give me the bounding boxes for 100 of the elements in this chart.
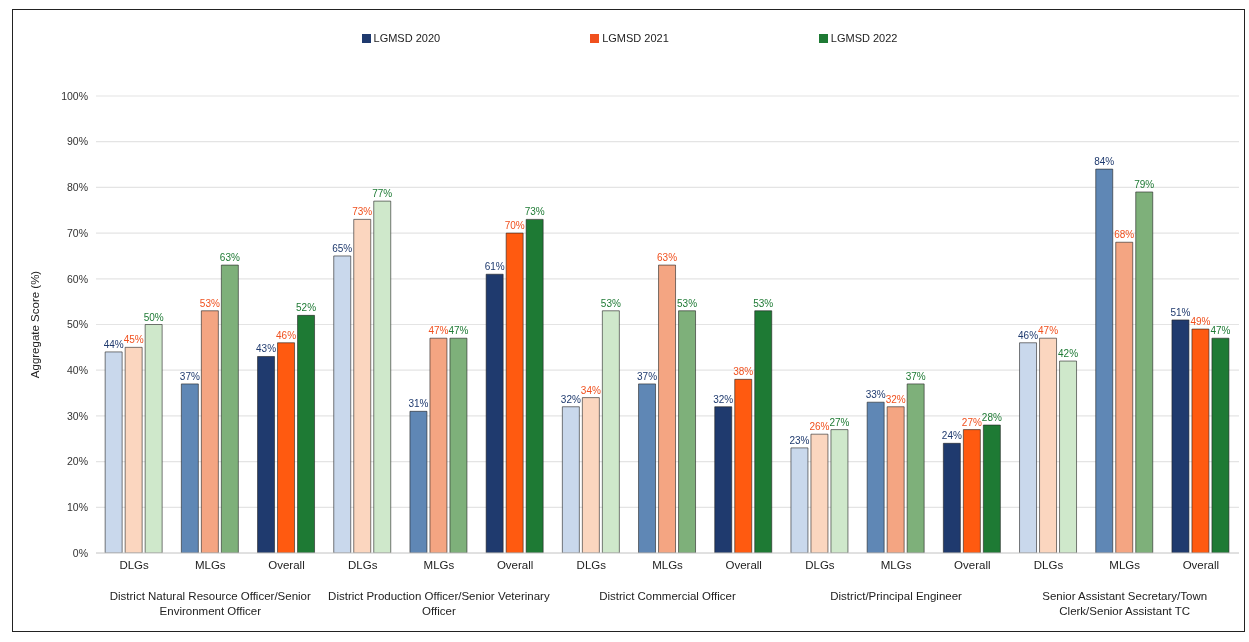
text: District Natural Resource Officer/Senior Environment Officer <box>108 589 312 619</box>
x-tick-label: Overall <box>725 559 762 572</box>
y-tick-label: 100% <box>61 89 88 102</box>
bar <box>1095 168 1114 553</box>
data-label: 47% <box>1210 325 1231 337</box>
data-label: 73% <box>524 206 545 218</box>
y-tick-label: 30% <box>66 409 88 422</box>
data-label: 52% <box>296 302 317 314</box>
text: District/Principal Engineer <box>829 589 963 604</box>
bar <box>257 356 275 553</box>
y-tick-label: 0% <box>72 546 88 559</box>
x-tick-label: DLGs <box>805 559 835 572</box>
data-label: 26% <box>809 421 830 433</box>
data-label: 24% <box>941 430 962 442</box>
bar <box>602 310 620 553</box>
y-tick-label: 20% <box>66 455 88 468</box>
data-label: 32% <box>885 393 906 405</box>
bar <box>181 383 199 553</box>
data-label: 47% <box>1038 325 1059 337</box>
bar <box>582 397 600 553</box>
y-tick-label: 70% <box>66 226 88 239</box>
x-tick-label: Overall <box>1182 559 1220 572</box>
bar <box>221 264 239 553</box>
x-tick-label: Overall <box>954 559 991 572</box>
data-label: 51% <box>1170 306 1191 318</box>
data-label: 37% <box>905 370 926 382</box>
y-tick-label: 40% <box>66 363 88 376</box>
data-label: 53% <box>199 297 220 309</box>
bar <box>1115 241 1134 553</box>
data-label: 28% <box>981 412 1002 424</box>
bar <box>373 200 392 553</box>
data-label: 53% <box>600 297 621 309</box>
legend-label: LGMSD 2020 <box>373 32 441 44</box>
data-label: 27% <box>961 416 982 428</box>
bar <box>734 379 753 553</box>
legend-label: LGMSD 2021 <box>602 32 669 44</box>
bar <box>963 429 981 553</box>
data-label: 79% <box>1134 178 1155 190</box>
bar <box>277 342 295 553</box>
data-label: 45% <box>123 334 144 346</box>
data-label: 84% <box>1094 156 1115 168</box>
bar <box>714 406 733 553</box>
bar <box>201 310 219 553</box>
y-axis-title: Aggregate Score (%) <box>29 270 42 379</box>
data-label: 32% <box>713 393 734 405</box>
y-tick-label: 50% <box>66 318 88 331</box>
data-label: 53% <box>677 297 698 309</box>
data-label: 32% <box>560 393 581 405</box>
data-label: 33% <box>865 389 886 401</box>
data-label: 27% <box>829 416 850 428</box>
data-label: 63% <box>657 252 678 264</box>
data-label: 43% <box>256 343 277 355</box>
bar <box>562 406 580 553</box>
y-tick-label: 10% <box>66 501 88 514</box>
x-tick-label: MLGs <box>880 559 912 572</box>
data-label: 31% <box>408 398 429 410</box>
y-tick-label: 80% <box>66 181 88 194</box>
x-tick-label: DLGs <box>119 559 150 572</box>
bar <box>983 424 1001 553</box>
text: District Production Officer/Senior Veterinary Officer <box>327 589 551 619</box>
bar <box>754 310 773 553</box>
data-label: 70% <box>504 220 525 232</box>
x-tick-label: Overall <box>268 559 305 572</box>
data-label: 37% <box>637 370 658 382</box>
bar <box>297 315 315 553</box>
x-tick-label: DLGs <box>1033 559 1064 572</box>
data-label: 53% <box>753 297 774 309</box>
x-tick-label: MLGs <box>1109 559 1141 572</box>
bar <box>333 255 352 553</box>
data-label: 77% <box>372 188 393 200</box>
data-label: 38% <box>733 366 754 378</box>
data-label: 61% <box>484 261 505 273</box>
data-label: 68% <box>1114 229 1135 241</box>
bar <box>1039 337 1057 553</box>
data-label: 63% <box>219 252 240 264</box>
legend-label: LGMSD 2022 <box>830 32 898 44</box>
bar <box>353 219 372 553</box>
data-label: 47% <box>428 325 449 337</box>
data-label: 37% <box>179 370 200 382</box>
data-label: 42% <box>1058 348 1079 360</box>
text: Senior Assistant Secretary/Town Clerk/Senior Assistant TC <box>1041 589 1209 619</box>
x-tick-label: DLGs <box>348 559 378 572</box>
x-tick-label: DLGs <box>576 559 607 572</box>
data-label: 50% <box>143 311 164 323</box>
bar <box>1019 342 1037 553</box>
x-tick-label: MLGs <box>652 559 684 572</box>
bar <box>1059 360 1077 553</box>
data-label: 34% <box>580 384 601 396</box>
data-label: 44% <box>103 338 124 350</box>
data-label: 46% <box>276 329 297 341</box>
data-label: 46% <box>1018 329 1039 341</box>
data-label: 23% <box>789 434 810 446</box>
x-tick-label: Overall <box>496 559 534 572</box>
data-label: 65% <box>332 242 353 254</box>
bar <box>658 264 676 553</box>
data-label: 47% <box>448 325 469 337</box>
data-label: 49% <box>1190 316 1211 328</box>
bar <box>943 443 961 553</box>
bar <box>638 383 656 553</box>
x-tick-label: MLGs <box>423 559 455 572</box>
